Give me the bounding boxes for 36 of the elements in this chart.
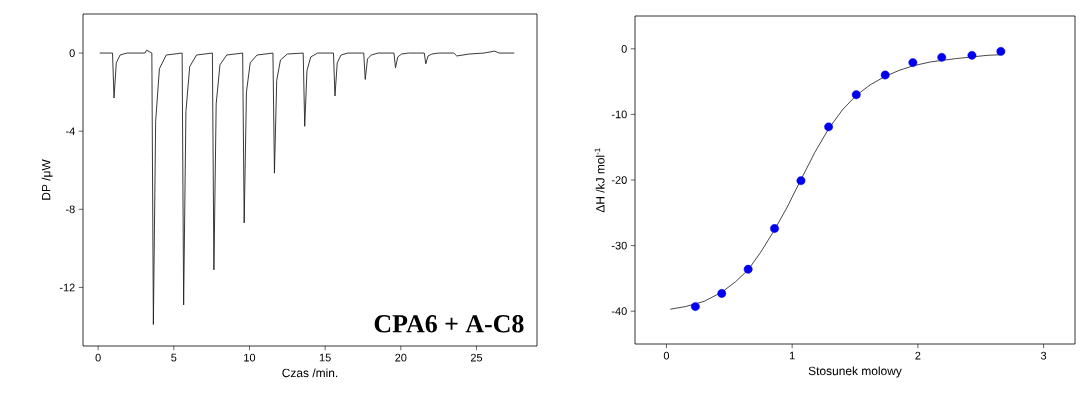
x-tick-label: 5 [171,353,177,362]
x-tick-label: 1 [789,351,795,360]
point [690,302,700,311]
y-tick-label: -40 [611,307,627,316]
point [937,52,947,62]
y-tick-label: -12 [59,283,75,292]
point [770,224,779,233]
point [743,264,753,274]
x-axis-title: Czas /min. [282,368,338,378]
y-tick-label: -20 [611,176,627,184]
y-axis-title: ΔH /kJ mol$^{-1}$ [594,148,605,213]
y-axis-title: DP /μW [41,159,53,200]
x-tick-label: 15 [319,353,331,362]
y-tick-label: -10 [611,110,627,119]
y-tick-label: 0 [69,49,75,57]
point [851,90,861,100]
y-tick-label: 0 [621,44,627,53]
point [967,50,977,60]
y-tick-label: -4 [65,127,75,135]
point [824,122,833,132]
x-tick-label: 0 [663,351,670,360]
point [880,70,890,80]
point [996,47,1006,56]
y-tick-label: -30 [611,241,627,250]
point [796,176,806,186]
x-tick-label: 25 [470,353,483,362]
point [717,289,727,298]
x-axis-title: Stosunek molowy [808,366,902,378]
x-tick-label: 20 [395,353,407,362]
point [908,58,918,67]
y-tick-label: -8 [65,205,75,214]
annotation: CPA6 + A-C8 [374,315,524,333]
x-tick-label: 3 [1040,351,1047,360]
x-tick-label: 2 [915,351,921,360]
x-tick-label: 10 [244,353,256,362]
x-tick-label: 0 [95,353,101,362]
